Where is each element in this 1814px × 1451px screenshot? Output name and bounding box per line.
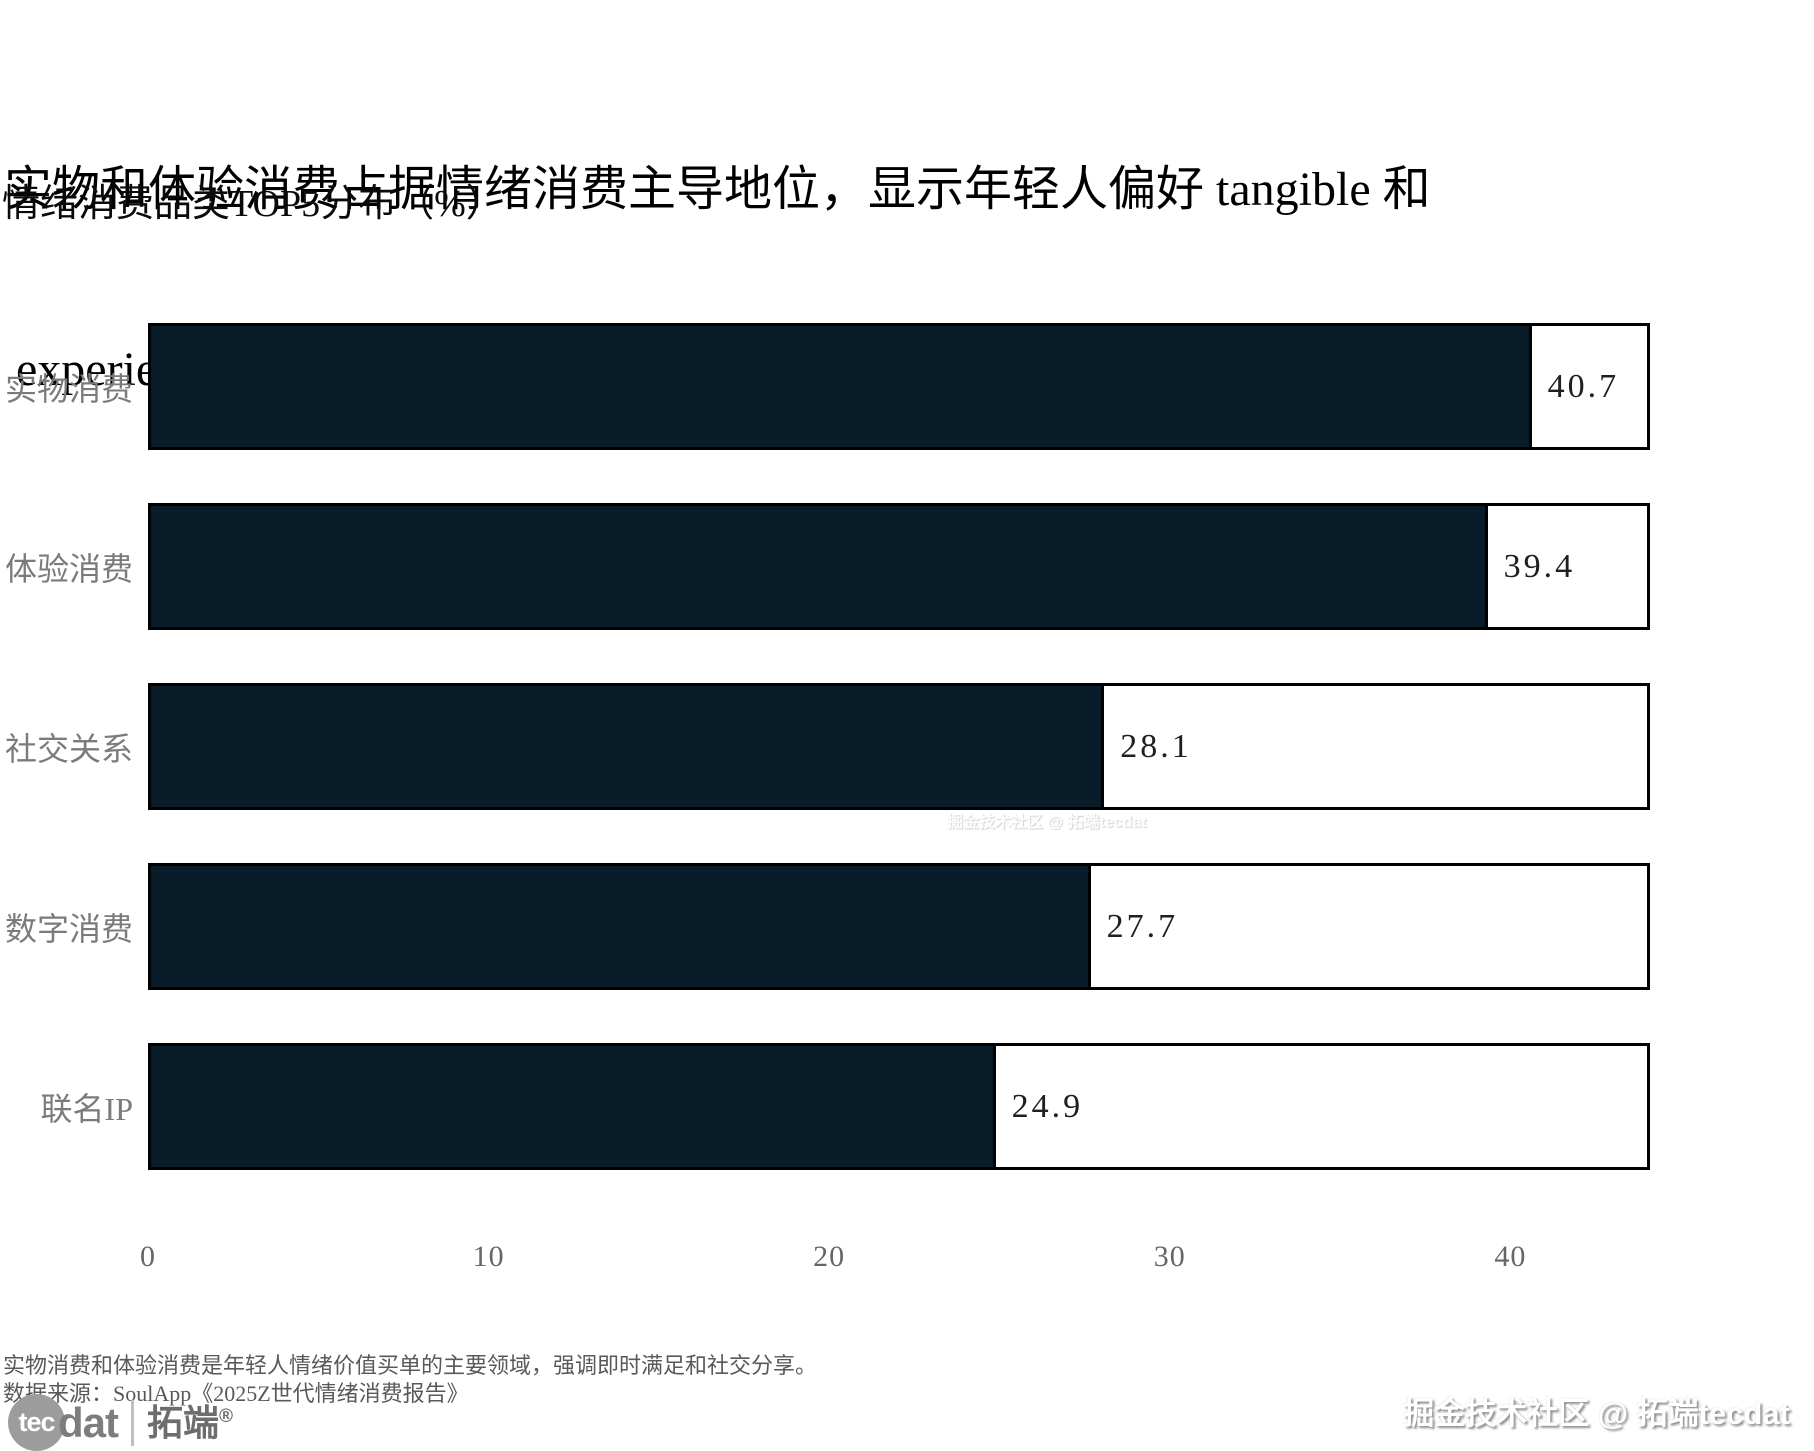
bar-row: 联名IP 24.9 xyxy=(0,1043,1650,1170)
value-label: 40.7 xyxy=(1547,367,1620,405)
category-label: 体验消费 xyxy=(4,550,133,587)
bar-fill xyxy=(151,506,1488,627)
logo-text-dat: dat xyxy=(58,1398,119,1446)
community-watermark: 掘金技术社区 @ 拓端tecdat xyxy=(1403,1396,1790,1431)
bar-fill xyxy=(151,686,1105,807)
footnote: 实物消费和体验消费是年轻人情绪价值买单的主要领域，强调即时满足和社交分享。 xyxy=(3,1353,818,1378)
category-label: 实物消费 xyxy=(4,370,133,407)
value-label: 39.4 xyxy=(1503,547,1576,585)
logo-text-cn: 拓端® xyxy=(147,1401,234,1443)
bar-track: 27.7 xyxy=(148,863,1650,990)
x-tick-label: 30 xyxy=(1153,1240,1186,1273)
bar-track: 24.9 xyxy=(148,1043,1650,1170)
source-note: 数据来源：SoulApp《2025Z世代情绪消费报告》 xyxy=(3,1381,469,1406)
value-label: 28.1 xyxy=(1120,727,1192,765)
chart-subtitle: 情绪消费品类TOP5分布（%） xyxy=(2,183,504,225)
bar-row: 实物消费 40.7 xyxy=(0,323,1650,450)
logo-cn-name: 拓端 xyxy=(147,1401,220,1443)
logo-circle: tec xyxy=(8,1394,65,1451)
x-axis-ticks: 0 10 20 30 40 xyxy=(140,1240,1650,1284)
registered-mark-icon: ® xyxy=(219,1405,234,1427)
logo-text-tec: tec xyxy=(18,1407,55,1437)
bar-fill xyxy=(151,866,1091,987)
bar-row: 数字消费 27.7 xyxy=(0,863,1650,990)
faint-watermark: 掘金技术社区 @ 拓端tecdat xyxy=(947,814,1147,831)
x-tick-label: 10 xyxy=(472,1240,505,1273)
x-tick-label: 0 xyxy=(140,1240,156,1273)
x-tick-label: 20 xyxy=(813,1240,846,1273)
bar-plot: 实物消费 40.7 体验消费 39.4 社交关系 28.1 数字消费 27.7 联名IP 24.9 xyxy=(0,323,1650,1170)
category-label: 联名IP xyxy=(40,1090,133,1127)
bar-fill xyxy=(151,326,1532,447)
bar-track: 28.1 xyxy=(148,683,1650,810)
bar-track: 39.4 xyxy=(148,503,1650,630)
bar-track: 40.7 xyxy=(148,323,1650,450)
tecdat-logo: tec dat 拓端® xyxy=(8,1394,233,1451)
value-label: 24.9 xyxy=(1011,1087,1084,1125)
category-label: 数字消费 xyxy=(4,910,133,947)
x-tick-label: 40 xyxy=(1494,1240,1527,1273)
bar-row: 社交关系 28.1 xyxy=(0,683,1650,810)
bar-row: 体验消费 39.4 xyxy=(0,503,1650,630)
value-label: 27.7 xyxy=(1106,907,1179,945)
category-label: 社交关系 xyxy=(4,730,133,767)
bar-fill xyxy=(151,1046,996,1167)
logo-divider xyxy=(131,1399,134,1446)
headline-line-1: 实物和体验消费占据情绪消费主导地位，显示年轻人偏好 tangible 和 xyxy=(4,163,1431,216)
